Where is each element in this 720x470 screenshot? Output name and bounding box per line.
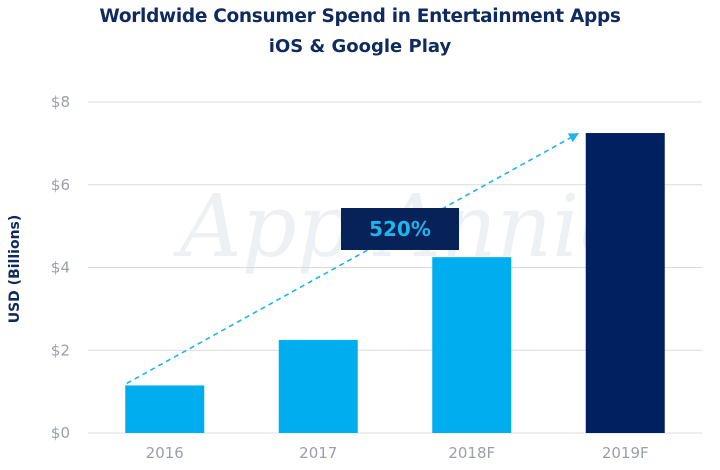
y-tick-label: $0 bbox=[51, 424, 70, 442]
annotation-text: 520% bbox=[369, 217, 431, 241]
bar-2016 bbox=[125, 385, 205, 433]
bar-2018F bbox=[432, 257, 512, 433]
y-tick-label: $4 bbox=[51, 259, 70, 277]
x-tick-label: 2017 bbox=[299, 444, 337, 462]
bar-2017 bbox=[278, 339, 358, 433]
x-tick-label: 2019F bbox=[602, 444, 649, 462]
annotation-box bbox=[341, 208, 459, 250]
bar-2019F bbox=[585, 133, 665, 433]
x-tick-label: 2018F bbox=[448, 444, 495, 462]
y-tick-label: $6 bbox=[51, 176, 70, 194]
chart-title: Worldwide Consumer Spend in Entertainmen… bbox=[99, 6, 621, 27]
growth-arrow bbox=[126, 133, 579, 385]
y-tick-label: $2 bbox=[51, 341, 70, 359]
y-tick-label: $8 bbox=[51, 93, 70, 111]
y-axis-label: USD (Billions) bbox=[7, 215, 23, 324]
x-tick-label: 2016 bbox=[146, 444, 184, 462]
chart-subtitle: iOS & Google Play bbox=[268, 36, 452, 57]
